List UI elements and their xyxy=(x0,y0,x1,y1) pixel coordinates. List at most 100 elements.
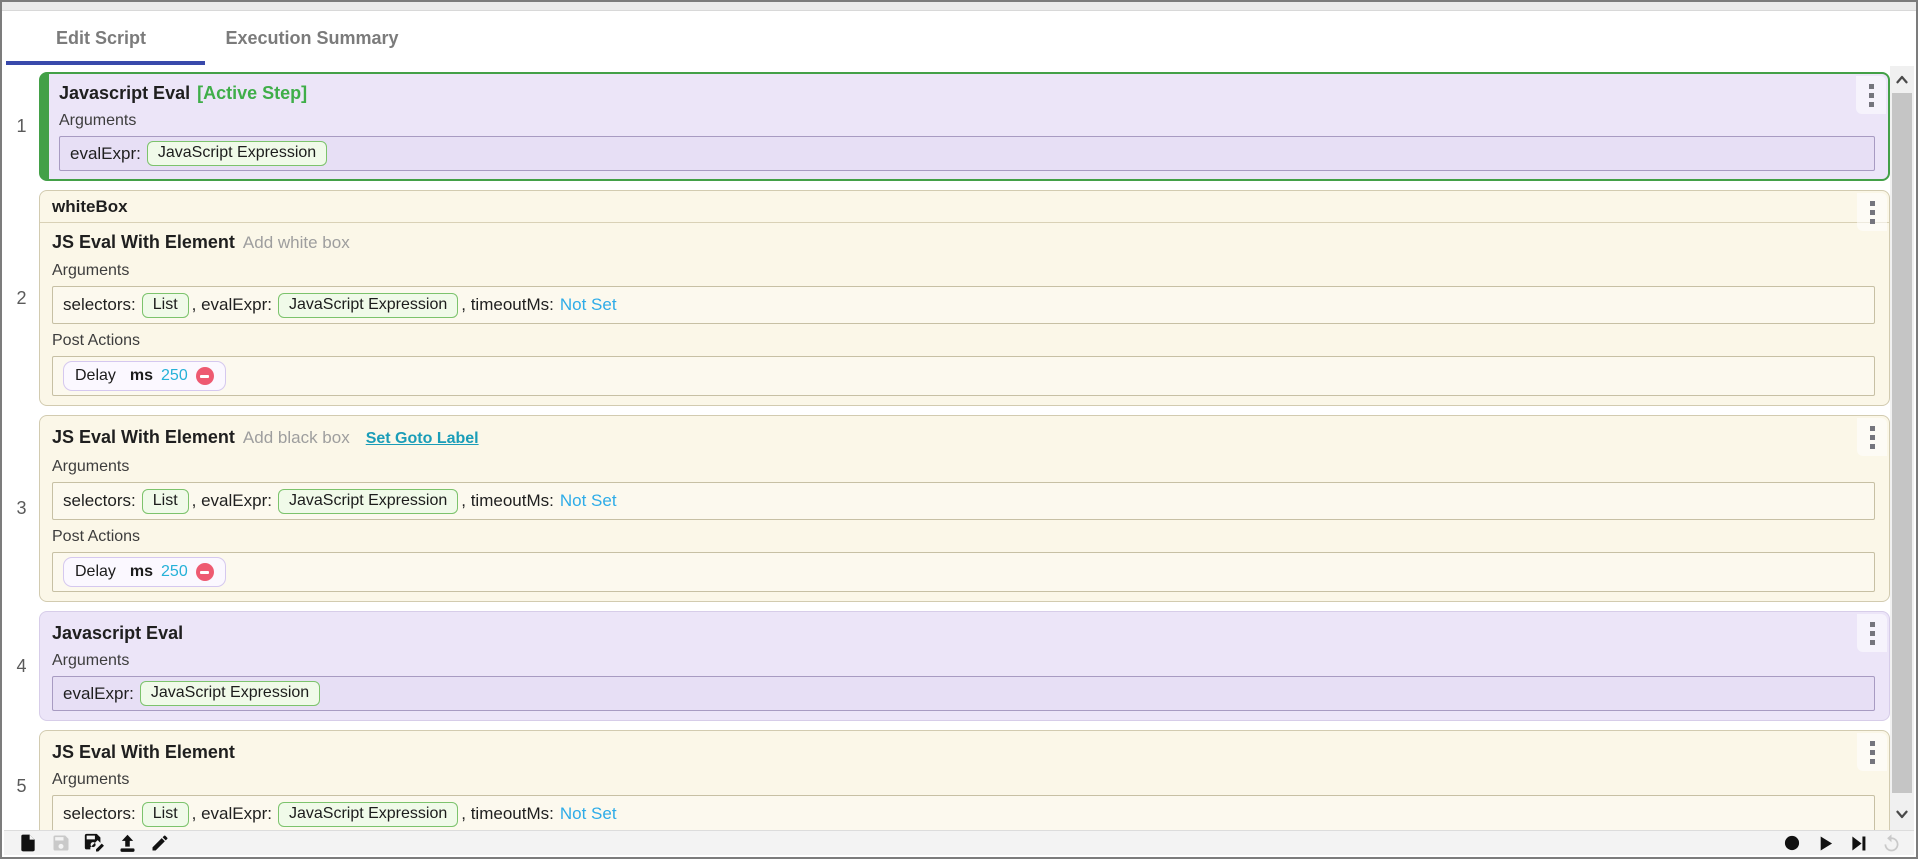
file-actions xyxy=(17,832,182,854)
save-icon xyxy=(53,835,69,851)
step-menu-button[interactable] xyxy=(1857,614,1887,652)
chevron-up-icon xyxy=(1896,75,1908,84)
arg-label: evalExpr: xyxy=(70,143,141,163)
minus-icon xyxy=(200,570,210,574)
step-row-2: 2 whiteBox JS Eval With Element Add whit… xyxy=(4,190,1890,406)
step-title: Javascript Eval xyxy=(52,623,184,643)
step-card-js-eval-blackbox[interactable]: JS Eval With Element Add black box Set G… xyxy=(39,415,1890,602)
step-title: JS Eval With Element xyxy=(52,427,235,447)
step-row-4: 4 Javascript Eval Arguments evalExpr: Ja… xyxy=(4,611,1890,721)
step-menu-button[interactable] xyxy=(1857,418,1887,456)
step-card-javascript-eval-active[interactable]: Javascript Eval [Active Step] Arguments … xyxy=(39,72,1890,181)
delay-unit: ms xyxy=(129,367,154,384)
arg-label: , evalExpr: xyxy=(191,804,272,823)
new-file-icon xyxy=(21,834,35,852)
run-button[interactable] xyxy=(1814,832,1836,854)
post-actions-label: Post Actions xyxy=(52,332,141,349)
step-row-5: 5 JS Eval With Element Arguments selecto… xyxy=(4,730,1890,830)
arg-label: , timeoutMs: xyxy=(461,491,554,510)
new-file-button[interactable] xyxy=(17,832,39,854)
arguments-box: selectors: List , evalExpr: JavaScript E… xyxy=(52,795,1875,830)
ellipsis-icon xyxy=(1868,83,1874,89)
scroll-up-button[interactable] xyxy=(1890,68,1914,92)
bottom-toolbar xyxy=(4,830,1914,855)
post-actions-label: Post Actions xyxy=(52,528,141,545)
window-title-strip xyxy=(2,2,1916,11)
arguments-label: Arguments xyxy=(52,262,130,279)
javascript-expression-chip[interactable]: JavaScript Expression xyxy=(146,141,328,166)
tab-edit-script[interactable]: Edit Script xyxy=(55,27,146,48)
minus-icon xyxy=(200,374,210,378)
delay-unit: ms xyxy=(129,563,154,580)
step-menu-button[interactable] xyxy=(1856,76,1886,114)
record-button[interactable] xyxy=(1781,832,1803,854)
javascript-expression-chip[interactable]: JavaScript Expression xyxy=(139,681,321,706)
step-title: JS Eval With Element xyxy=(52,232,235,252)
step-number: 2 xyxy=(16,287,27,308)
post-actions-box: Delay ms 250 xyxy=(52,552,1875,592)
arguments-box: selectors: List , evalExpr: JavaScript E… xyxy=(52,482,1875,520)
post-actions-box: Delay ms 250 xyxy=(52,356,1875,396)
javascript-expression-chip[interactable]: JavaScript Expression xyxy=(277,488,459,514)
scrollbar-thumb[interactable] xyxy=(1892,93,1912,793)
undo-button[interactable] xyxy=(1880,832,1902,854)
run-to-end-button[interactable] xyxy=(1847,832,1869,854)
delay-post-action-chip[interactable]: Delay ms 250 xyxy=(63,557,226,587)
edit-button[interactable] xyxy=(149,832,171,854)
chevron-down-icon xyxy=(1896,810,1908,819)
list-chip[interactable]: List xyxy=(141,292,189,318)
active-tab-indicator xyxy=(6,61,205,65)
step-subtitle: Add black box xyxy=(242,428,350,447)
step-card-js-eval-whitebox[interactable]: whiteBox JS Eval With Element Add white … xyxy=(39,190,1890,406)
arguments-box: evalExpr: JavaScript Expression xyxy=(52,676,1875,711)
ellipsis-icon xyxy=(1869,200,1875,206)
timeout-not-set-value[interactable]: Not Set xyxy=(559,295,617,314)
step-number: 1 xyxy=(16,116,27,136)
step-row-1: 1 Javascript Eval [Active Step] Argument… xyxy=(4,72,1890,181)
step-card-js-eval[interactable]: JS Eval With Element Arguments selectors… xyxy=(39,730,1890,830)
arguments-label: Arguments xyxy=(59,112,137,129)
group-label-whitebox: whiteBox xyxy=(52,197,128,216)
step-menu-button[interactable] xyxy=(1857,733,1887,771)
step-subtitle: Add white box xyxy=(242,233,350,252)
tab-execution-summary[interactable]: Execution Summary xyxy=(225,27,399,48)
scroll-down-button[interactable] xyxy=(1890,802,1914,826)
step-number: 4 xyxy=(16,655,27,676)
remove-post-action-button[interactable] xyxy=(195,367,214,385)
arguments-box: evalExpr: JavaScript Expression xyxy=(59,136,1875,171)
javascript-expression-chip[interactable]: JavaScript Expression xyxy=(277,801,459,827)
arg-label: evalExpr: xyxy=(63,683,134,703)
arguments-box: selectors: List , evalExpr: JavaScript E… xyxy=(52,286,1875,324)
arguments-label: Arguments xyxy=(52,652,130,669)
step-menu-button[interactable] xyxy=(1857,193,1887,231)
timeout-not-set-value[interactable]: Not Set xyxy=(559,491,617,510)
ellipsis-icon xyxy=(1869,740,1875,746)
list-chip[interactable]: List xyxy=(141,801,189,827)
vertical-scrollbar[interactable] xyxy=(1890,66,1914,830)
pencil-icon xyxy=(152,835,168,851)
delay-value: 250 xyxy=(161,367,188,384)
arg-label: , timeoutMs: xyxy=(461,804,554,823)
save-edit-icon xyxy=(84,833,105,853)
delay-label: Delay xyxy=(75,563,116,580)
remove-post-action-button[interactable] xyxy=(195,563,214,581)
divider xyxy=(40,222,1889,223)
arg-label: , timeoutMs: xyxy=(461,295,554,314)
delay-post-action-chip[interactable]: Delay ms 250 xyxy=(63,361,226,391)
step-number: 3 xyxy=(16,498,27,518)
set-goto-label-link[interactable]: Set Goto Label xyxy=(365,430,479,447)
step-row-3: 3 JS Eval With Element Add black box Set… xyxy=(4,415,1890,602)
step-number: 5 xyxy=(16,776,27,796)
step-title: Javascript Eval xyxy=(59,83,191,103)
step-card-javascript-eval[interactable]: Javascript Eval Arguments evalExpr: Java… xyxy=(39,611,1890,721)
ellipsis-icon xyxy=(1869,621,1875,627)
active-step-badge: [Active Step] xyxy=(197,83,308,103)
timeout-not-set-value[interactable]: Not Set xyxy=(559,804,617,823)
save-as-button[interactable] xyxy=(83,832,105,854)
save-button[interactable] xyxy=(50,832,72,854)
list-chip[interactable]: List xyxy=(141,488,189,514)
upload-button[interactable] xyxy=(116,832,138,854)
javascript-expression-chip[interactable]: JavaScript Expression xyxy=(277,292,459,318)
delay-value: 250 xyxy=(161,563,188,580)
undo-icon xyxy=(1884,833,1898,851)
